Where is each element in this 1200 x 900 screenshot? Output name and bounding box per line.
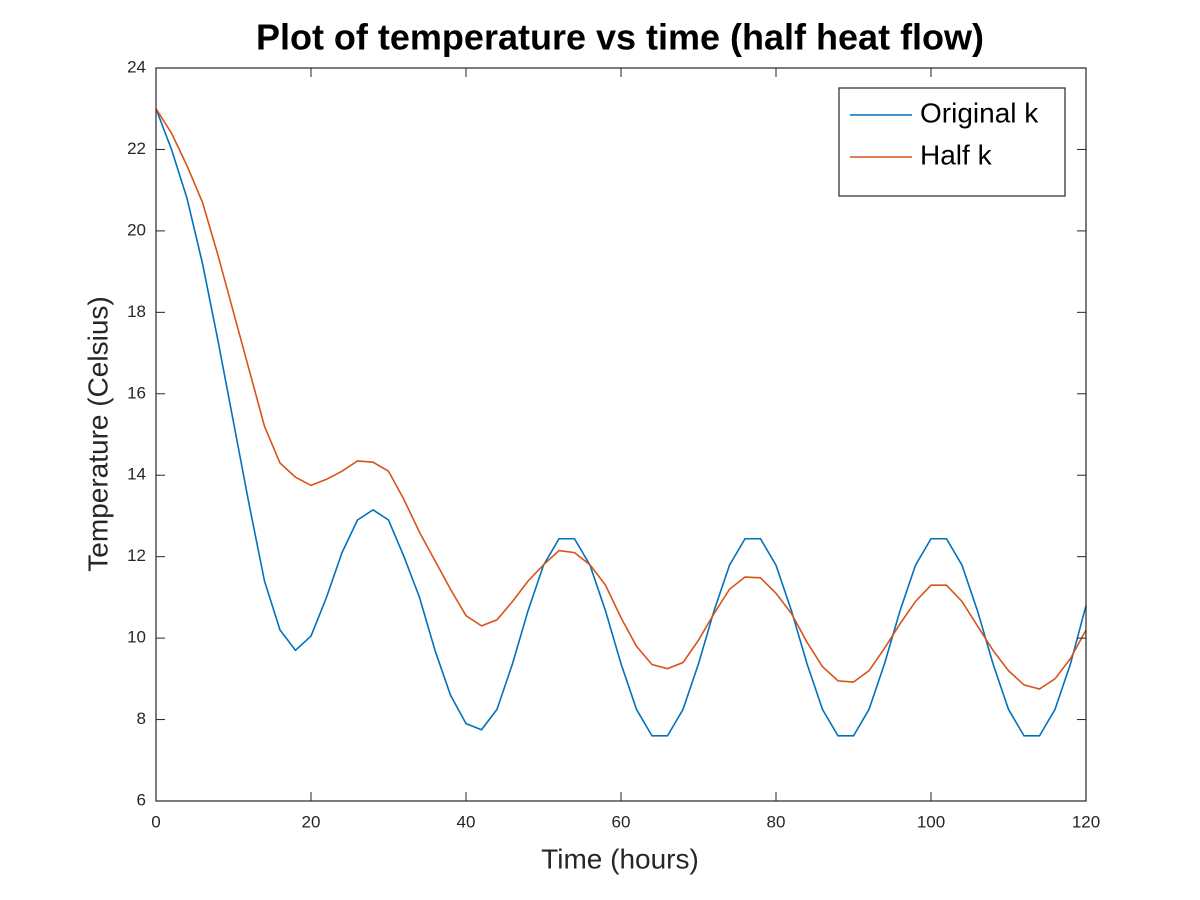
chart-title: Plot of temperature vs time (half heat f… (256, 17, 984, 58)
y-tick-label: 10 (127, 628, 146, 647)
y-tick-label: 14 (127, 465, 146, 484)
x-tick-label: 100 (917, 812, 945, 831)
y-tick-label: 24 (127, 57, 146, 76)
y-tick-label: 18 (127, 302, 146, 321)
data-line (155, 108, 1087, 737)
x-tick-label: 40 (457, 812, 476, 831)
x-tick-label: 20 (302, 812, 321, 831)
y-axis-label: Temperature (Celsius) (82, 296, 113, 571)
x-tick-label: 60 (612, 812, 631, 831)
x-tick-label: 80 (767, 812, 786, 831)
legend-label: Original k (920, 97, 1039, 128)
y-tick-label: 16 (127, 383, 146, 402)
legend-box (838, 87, 1066, 197)
x-axis-label: Time (hours) (541, 843, 699, 874)
y-tick-label: 8 (137, 709, 146, 728)
data-line (155, 108, 1087, 690)
y-tick-label: 20 (127, 220, 146, 239)
x-tick-label: 0 (151, 812, 160, 831)
legend-label: Half k (920, 139, 993, 170)
y-tick-label: 22 (127, 139, 146, 158)
y-tick-label: 12 (127, 546, 146, 565)
y-tick-label: 6 (137, 790, 146, 809)
x-tick-label: 120 (1072, 812, 1100, 831)
